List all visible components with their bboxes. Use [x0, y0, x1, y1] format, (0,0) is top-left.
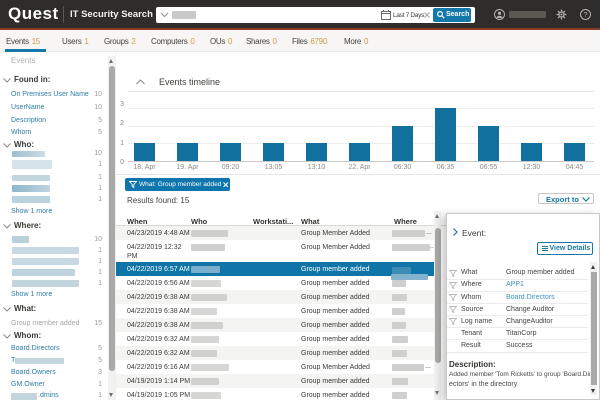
svg-text:?: ?	[583, 10, 587, 19]
